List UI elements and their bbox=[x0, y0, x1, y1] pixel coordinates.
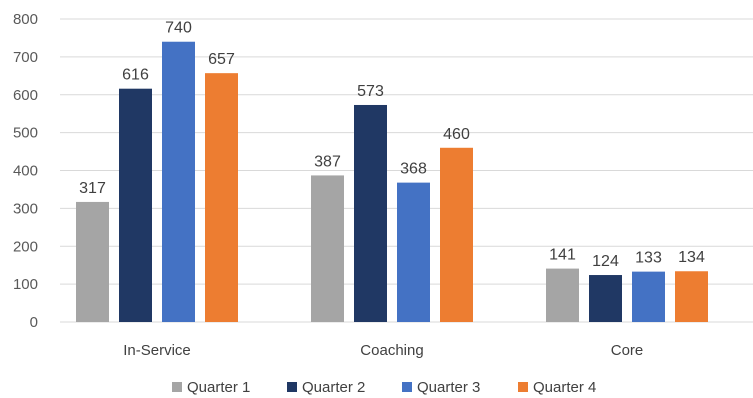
data-label: 616 bbox=[122, 67, 149, 84]
bar bbox=[354, 104, 387, 322]
x-axis-categories: In-Service Coaching Core bbox=[123, 342, 643, 359]
legend-label: Quarter 4 bbox=[533, 379, 596, 396]
data-label: 317 bbox=[79, 180, 106, 197]
data-labels: 317 616 740 657 387 573 368 460 141 124 133 134 bbox=[79, 20, 705, 270]
bar bbox=[162, 41, 195, 322]
data-label: 460 bbox=[443, 126, 470, 143]
legend-swatch bbox=[402, 382, 412, 392]
data-label: 141 bbox=[549, 247, 576, 264]
bar bbox=[589, 275, 622, 322]
bar bbox=[119, 88, 152, 322]
bar bbox=[440, 147, 473, 322]
y-tick-label: 400 bbox=[13, 163, 38, 180]
y-axis-ticks: 0 100 200 300 400 500 600 700 800 bbox=[13, 11, 38, 331]
data-label: 573 bbox=[357, 83, 384, 100]
legend-swatch bbox=[518, 382, 528, 392]
legend-label: Quarter 2 bbox=[302, 379, 365, 396]
y-tick-label: 600 bbox=[13, 87, 38, 104]
legend-swatch bbox=[287, 382, 297, 392]
y-tick-label: 100 bbox=[13, 276, 38, 293]
y-tick-label: 200 bbox=[13, 238, 38, 255]
legend-label: Quarter 1 bbox=[187, 379, 250, 396]
bar bbox=[311, 175, 344, 322]
bar bbox=[76, 201, 109, 322]
y-tick-label: 700 bbox=[13, 49, 38, 66]
y-tick-label: 800 bbox=[13, 11, 38, 28]
legend-label: Quarter 3 bbox=[417, 379, 480, 396]
y-tick-label: 0 bbox=[30, 314, 38, 331]
data-label: 124 bbox=[592, 253, 619, 270]
x-category-label: Core bbox=[611, 342, 644, 359]
data-label: 134 bbox=[678, 249, 705, 266]
x-category-label: Coaching bbox=[360, 342, 423, 359]
bar bbox=[632, 271, 665, 322]
data-label: 657 bbox=[208, 51, 235, 68]
bar bbox=[546, 268, 579, 322]
y-tick-label: 300 bbox=[13, 200, 38, 217]
data-label: 387 bbox=[314, 153, 341, 170]
data-label: 133 bbox=[635, 250, 662, 267]
x-category-label: In-Service bbox=[123, 342, 191, 359]
bar bbox=[205, 73, 238, 322]
legend-swatch bbox=[172, 382, 182, 392]
bars bbox=[76, 41, 708, 322]
legend: Quarter 1 Quarter 2 Quarter 3 Quarter 4 bbox=[172, 379, 596, 396]
bar bbox=[675, 271, 708, 322]
y-tick-label: 500 bbox=[13, 125, 38, 142]
data-label: 740 bbox=[165, 20, 192, 37]
bar bbox=[397, 182, 430, 322]
data-label: 368 bbox=[400, 161, 427, 178]
